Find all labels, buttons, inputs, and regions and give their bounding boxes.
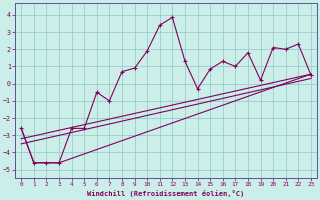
X-axis label: Windchill (Refroidissement éolien,°C): Windchill (Refroidissement éolien,°C) <box>87 190 245 197</box>
